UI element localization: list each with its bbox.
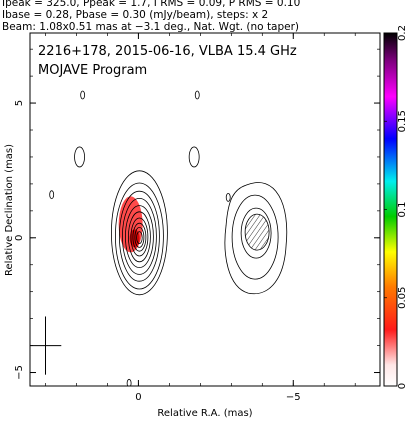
colorbar-ticks: 0 0.05 0.1 0.15 0.2: [384, 25, 408, 389]
axis-ticks: 0 −5 5 0 −5: [14, 33, 380, 403]
jet-contour: [224, 182, 288, 295]
core-contour: [125, 205, 154, 268]
minor-contour: [194, 90, 200, 100]
contour-layer: [30, 90, 288, 386]
plot-frame: [29, 32, 381, 387]
core-contour: [115, 182, 164, 290]
x-axis-label: Relative R.A. (mas): [157, 408, 252, 419]
core-contour: [128, 211, 151, 263]
core-contour: [119, 190, 160, 282]
minor-contour: [80, 90, 86, 100]
colorbar-tick-label: 0.1: [397, 202, 408, 218]
core-contour: [111, 170, 168, 296]
x-tick-label: 0: [135, 392, 141, 403]
core-contour: [132, 222, 147, 252]
core-contour: [134, 226, 145, 248]
colorbar-tick-label: 0.15: [397, 110, 408, 132]
x-tick-label: −5: [286, 392, 301, 403]
core-contour: [130, 217, 149, 257]
jet-contour: [231, 194, 279, 280]
minor-contour: [188, 146, 200, 168]
y-tick-label: 0: [14, 235, 25, 241]
y-tick-label: −5: [14, 365, 25, 380]
y-axis-label: Relative Declination (mas): [4, 144, 15, 276]
chart-subtitle: MOJAVE Program: [38, 63, 147, 78]
colorbar-tick-label: 0.05: [397, 287, 408, 309]
chart-title: 2216+178, 2015-06-16, VLBA 15.4 GHz: [38, 44, 297, 59]
colorbar-tick-label: 0: [397, 383, 408, 389]
header-line-1: Ipeak = 325.0, Ppeak = 1.7, I RMS = 0.09…: [2, 0, 301, 9]
minor-contour: [49, 190, 55, 200]
minor-contour: [225, 192, 231, 202]
core-contour: [136, 231, 143, 244]
header-line-2: Ibase = 0.28, Pbase = 0.30 (mJy/beam), s…: [2, 9, 269, 21]
y-tick-label: 5: [14, 100, 25, 106]
jet-contour: [240, 207, 272, 259]
colorbar-tick-label: 0.2: [397, 25, 408, 41]
minor-contour: [74, 146, 85, 168]
core-contour: [122, 197, 157, 275]
jet-hatched-contour: [244, 213, 270, 251]
header-line-3: Beam: 1.08x0.51 mas at −3.1 deg., Nat. W…: [2, 21, 300, 33]
minor-contour: [126, 378, 132, 386]
